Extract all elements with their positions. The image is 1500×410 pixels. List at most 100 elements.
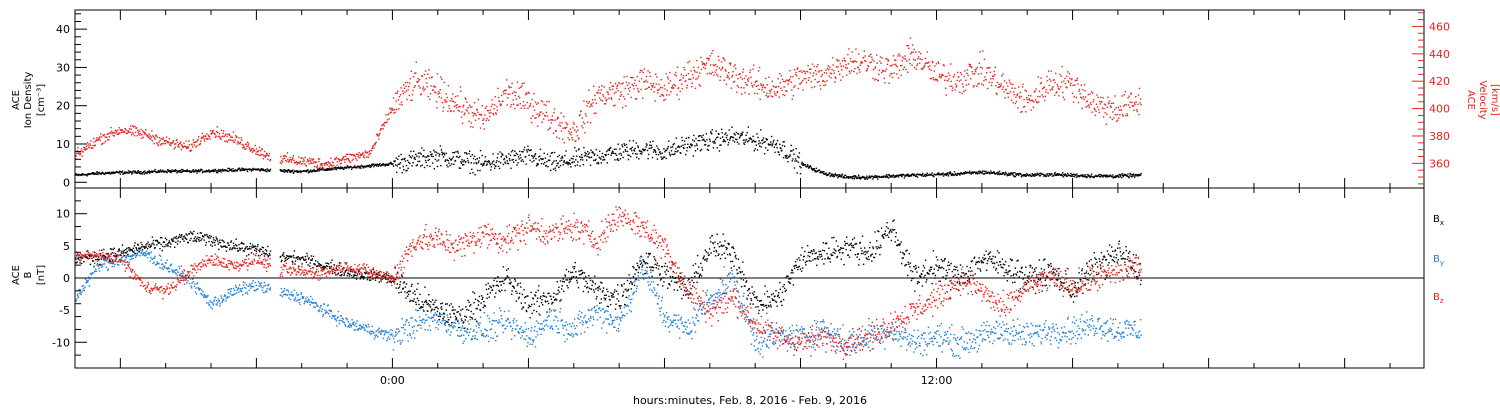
by-series-point — [562, 324, 564, 326]
velocity-series-point — [244, 148, 246, 150]
ion-density-series-point — [280, 169, 283, 171]
by-series-point — [538, 312, 540, 315]
ion-density-series-point — [462, 160, 464, 163]
ion-density-series-point — [456, 156, 458, 158]
by-series-point — [594, 310, 596, 312]
velocity-series-point — [729, 64, 731, 66]
ion-density-series-point — [800, 166, 802, 169]
velocity-series-point — [1129, 101, 1131, 103]
velocity-series-point — [708, 58, 710, 60]
velocity-series-point — [1010, 99, 1013, 101]
velocity-series-point — [263, 155, 265, 157]
velocity-series-point — [1033, 91, 1036, 93]
velocity-series-point — [978, 62, 981, 64]
velocity-series-point — [933, 79, 935, 81]
velocity-series-point — [204, 135, 206, 137]
ion-density-series-point — [815, 170, 817, 172]
ion-density-series-point — [1028, 175, 1030, 177]
by-series-point — [479, 316, 482, 318]
velocity-series-point — [429, 93, 432, 95]
ion-density-series-point — [852, 177, 854, 180]
velocity-series-point — [741, 93, 743, 95]
ion-density-series-point — [299, 170, 302, 172]
ion-density-series-point — [790, 150, 792, 152]
by-series-point — [121, 263, 124, 265]
ion-density-series-point — [682, 144, 684, 146]
ion-density-series-point — [325, 168, 327, 170]
by-series-point — [329, 315, 331, 318]
ion-density-series-point — [727, 144, 729, 146]
ion-density-series-point — [721, 132, 723, 134]
velocity-series-point — [402, 92, 404, 95]
by-series-point — [238, 284, 241, 286]
velocity-series-point — [303, 158, 305, 160]
by-series-point — [93, 265, 95, 267]
velocity-series-point — [1083, 84, 1086, 86]
ion-density-series-point — [335, 167, 337, 170]
velocity-series-point — [756, 92, 759, 95]
by-series-point — [259, 282, 261, 284]
velocity-series-point — [363, 154, 365, 156]
by-series-point — [283, 290, 285, 292]
ion-density-series-point — [593, 154, 595, 156]
velocity-series-point — [686, 87, 688, 89]
ion-density-series-point — [143, 171, 145, 173]
by-series-point — [449, 334, 451, 336]
velocity-series-point — [1060, 75, 1062, 77]
by-series-point — [491, 323, 493, 326]
by-series-point — [317, 305, 319, 307]
ion-density-series-point — [887, 177, 890, 179]
ion-density-series-point — [810, 167, 813, 169]
velocity-series-point — [1134, 103, 1136, 106]
velocity-series-point — [223, 130, 225, 132]
ion-density-series-point — [628, 140, 631, 142]
velocity-series-point — [813, 86, 816, 88]
velocity-series-point — [104, 140, 107, 142]
velocity-series-point — [398, 108, 400, 110]
ion-density-series-point — [426, 156, 428, 158]
ion-density-series-point — [399, 167, 401, 169]
velocity-series-point — [359, 157, 361, 159]
ion-density-series-point — [958, 173, 961, 175]
velocity-series-point — [895, 59, 897, 61]
ion-density-series-point — [195, 170, 198, 172]
velocity-series-point — [1006, 82, 1008, 84]
by-series-point — [440, 307, 442, 309]
velocity-series-point — [883, 70, 885, 72]
ion-density-series-point — [1129, 175, 1131, 177]
velocity-series-point — [996, 81, 999, 84]
by-series-point — [501, 318, 503, 320]
by-series-point — [146, 253, 148, 255]
ion-density-series-point — [533, 155, 536, 158]
by-series-point — [576, 325, 578, 327]
ion-density-series-point — [463, 163, 465, 166]
ion-density-series-point — [369, 166, 371, 169]
by-series-point — [419, 319, 421, 322]
ion-density-series-point — [405, 170, 407, 172]
velocity-series-point — [213, 132, 216, 135]
velocity-series-point — [331, 165, 333, 167]
by-series-point — [327, 304, 329, 306]
velocity-series-point — [764, 87, 766, 89]
by-series-point — [359, 324, 361, 326]
velocity-series-point — [989, 71, 992, 73]
velocity-series-point — [897, 55, 899, 57]
ion-density-series-point — [688, 146, 691, 148]
ion-density-series-point — [1098, 173, 1100, 176]
velocity-series-point — [1125, 104, 1128, 106]
velocity-series-point — [1010, 83, 1012, 85]
velocity-series-point — [872, 69, 875, 71]
velocity-series-point — [181, 145, 184, 147]
ion-density-series-point — [581, 156, 583, 159]
ion-density-series-point — [422, 155, 425, 157]
by-series-point — [613, 326, 615, 328]
velocity-series-point — [517, 95, 520, 98]
by-series-point — [453, 325, 455, 327]
velocity-series-point — [806, 71, 809, 73]
velocity-series-point — [128, 128, 131, 130]
ion-density-series-point — [144, 170, 146, 172]
by-series-point — [286, 289, 288, 291]
ion-density-series-point — [1112, 177, 1115, 179]
by-series-point — [222, 298, 224, 300]
